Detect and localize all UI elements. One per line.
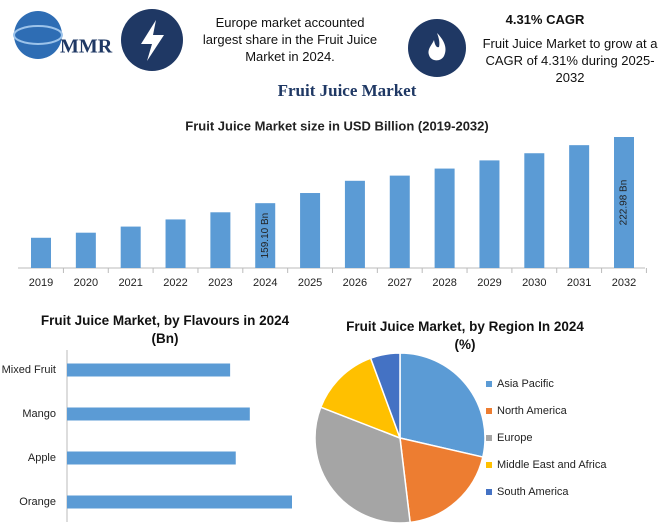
bar	[31, 237, 51, 268]
cagr-title: 4.31% CAGR	[505, 12, 585, 27]
x-tick-label: 2029	[477, 277, 501, 289]
bar	[67, 495, 292, 509]
x-tick-label: 2026	[343, 277, 367, 289]
x-tick-label: 2021	[118, 277, 142, 289]
logo-orbit	[13, 25, 63, 45]
legend-label: Asia Pacific	[497, 378, 554, 390]
bolt	[141, 20, 164, 61]
pie-slice	[369, 352, 401, 439]
y-tick-label: Mixed Fruit	[2, 364, 56, 376]
logo-globe	[14, 11, 62, 59]
x-tick-label: 2032	[612, 277, 636, 289]
legend-label: Middle East and Africa	[497, 459, 607, 471]
x-tick-label: 2022	[163, 277, 187, 289]
x-tick-label: 2028	[432, 277, 456, 289]
bar	[524, 153, 545, 268]
pie-slice	[319, 357, 402, 440]
flame	[428, 33, 446, 61]
x-tick-label: 2030	[522, 277, 546, 289]
x-tick-label: 2024	[253, 277, 277, 289]
legend-label: South America	[497, 486, 569, 498]
legend-label: North America	[497, 405, 568, 417]
bar-chart-title: Fruit Juice Market size in USD Billion (…	[185, 118, 488, 133]
bar	[67, 363, 231, 377]
x-tick-label: 2025	[298, 277, 322, 289]
y-tick-label: Apple	[28, 452, 56, 464]
pie-slice	[399, 437, 484, 524]
legend-marker	[486, 489, 492, 495]
bar	[255, 203, 276, 268]
bar	[434, 168, 455, 268]
bar	[165, 219, 186, 268]
bar	[75, 232, 96, 268]
bar	[479, 160, 500, 268]
pie-slice	[314, 406, 411, 524]
main-title: Fruit Juice Market	[278, 81, 417, 100]
value-label: 222.98 Bn	[619, 180, 630, 226]
flavour-chart-title: Fruit Juice Market, by Flavours in 2024 …	[40, 313, 290, 346]
legend-marker	[486, 381, 492, 387]
value-label: 159.10 Bn	[260, 213, 271, 259]
bar	[344, 180, 365, 268]
bar	[389, 175, 410, 268]
x-tick-label: 2019	[29, 277, 53, 289]
bar	[569, 145, 590, 268]
legend-marker	[486, 408, 492, 414]
bar	[67, 451, 236, 465]
bar	[120, 226, 141, 268]
legend-label: Europe	[497, 432, 532, 444]
bar	[210, 212, 231, 268]
x-tick-label: 2020	[74, 277, 98, 289]
legend-marker	[486, 435, 492, 441]
logo-text: MMR	[60, 36, 113, 58]
bar	[614, 137, 634, 268]
x-tick-label: 2023	[208, 277, 232, 289]
bar	[300, 193, 321, 268]
info-text: Europe market accounted largest share in…	[202, 15, 378, 64]
cagr-text: Fruit Juice Market to grow at a CAGR of …	[482, 36, 658, 85]
y-tick-label: Mango	[22, 408, 56, 420]
bar	[67, 407, 250, 421]
y-tick-label: Orange	[19, 496, 56, 508]
x-tick-label: 2027	[388, 277, 412, 289]
region-chart-title: Fruit Juice Market, by Region In 2024 (%…	[346, 319, 584, 352]
x-tick-label: 2031	[567, 277, 591, 289]
legend-marker	[486, 462, 492, 468]
pie-slice	[399, 352, 486, 458]
